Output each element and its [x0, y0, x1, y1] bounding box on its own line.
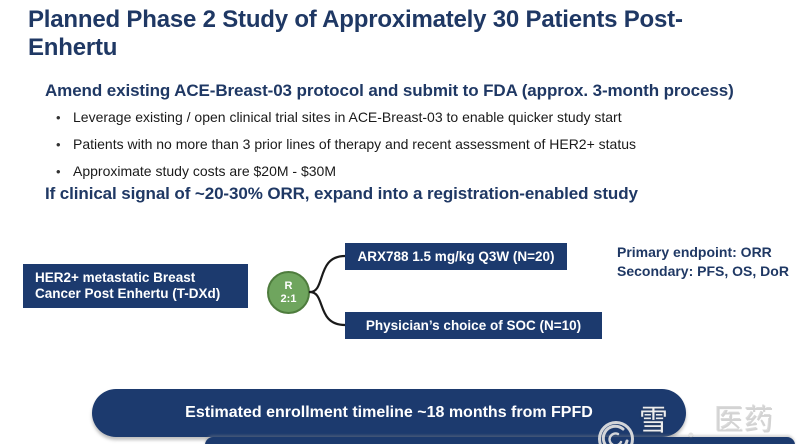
page-title-line1: Planned Phase 2 Study of Approximately 3… — [28, 6, 683, 33]
randomization-circle: R 2:1 — [267, 271, 310, 314]
watermark-site-name: 雪球 — [639, 405, 670, 437]
randomization-ratio: 2:1 — [280, 292, 297, 305]
watermark-separator: ： — [683, 426, 713, 444]
primary-endpoint: Primary endpoint: ORR — [617, 244, 772, 260]
population-box-line2: Cancer Post Enhertu (T-DXd) — [35, 286, 221, 301]
secondary-endpoint: Secondary: PFS, OS, DoR — [617, 263, 789, 279]
bullet-item-text: Patients with no more than 3 prior lines… — [73, 136, 637, 152]
arm-box-soc: Physician’s choice of SOC (N=10) — [345, 312, 602, 339]
watermark-account-name: 医药笔记 — [714, 405, 775, 437]
snowball-logo-icon — [598, 421, 634, 444]
bottom-decorative-bar — [205, 437, 795, 444]
watermark: 雪球 ： 医药笔记 — [596, 397, 800, 444]
branch-connector-lines — [308, 254, 347, 327]
endpoints-text: Primary endpoint: ORR Secondary: PFS, OS… — [617, 243, 789, 281]
bullet-item-text: Leverage existing / open clinical trial … — [73, 109, 622, 125]
bullet-list: Leverage existing / open clinical trial … — [56, 109, 636, 190]
bullet-item: Patients with no more than 3 prior lines… — [56, 136, 636, 153]
randomization-letter: R — [284, 280, 293, 292]
bullet-item: Approximate study costs are $20M - $30M — [56, 163, 636, 180]
section-heading-expansion: If clinical signal of ~20-30% ORR, expan… — [45, 184, 638, 203]
population-box-line1: HER2+ metastatic Breast — [35, 270, 196, 285]
enrollment-timeline-banner: Estimated enrollment timeline ~18 months… — [92, 389, 686, 437]
bullet-item: Leverage existing / open clinical trial … — [56, 109, 636, 126]
population-box: HER2+ metastatic Breast Cancer Post Enhe… — [23, 264, 248, 308]
page-title-line2: Enhertu — [28, 34, 118, 62]
bullet-item-text: Approximate study costs are $20M - $30M — [73, 163, 337, 179]
section-heading-amend-protocol: Amend existing ACE-Breast-03 protocol an… — [45, 81, 734, 100]
arm-box-arx788: ARX788 1.5 mg/kg Q3W (N=20) — [345, 243, 567, 270]
page-title: Planned Phase 2 Study of Approximately 3… — [28, 6, 773, 62]
